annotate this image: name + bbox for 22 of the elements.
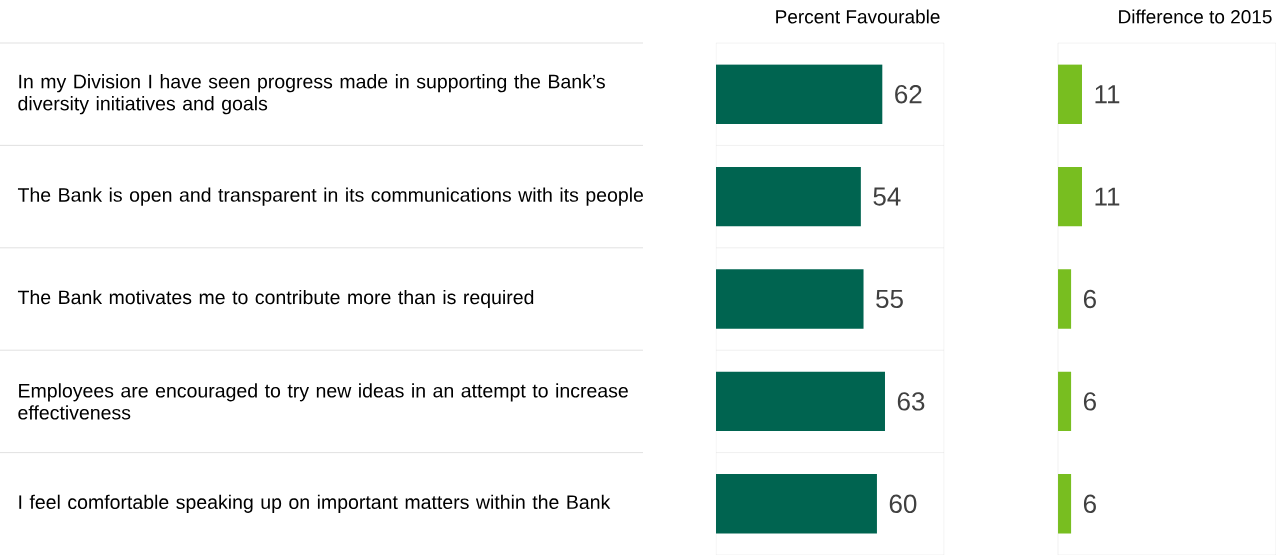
data-label: 6 [1083,289,1096,309]
data-label: 63 [897,392,925,411]
chart-title: Difference to 2015 [1119,9,1272,24]
bar [716,64,883,124]
data-label: 6 [1083,494,1096,514]
y-tick-label: The Bank is open and transparent in its communications with its people [17,187,644,206]
bar [716,166,861,227]
data-label: 55 [876,289,903,309]
data-label: 11 [1095,85,1120,104]
y-tick-label: The Bank motivates me to contribute more than is required [17,289,534,309]
y-tick-label: I feel comfortable speaking up on important matters within the Bank [19,494,611,513]
data-label: 6 [1083,392,1096,411]
data-label: 62 [895,85,922,104]
data-label: 11 [1095,187,1120,206]
chart-title: Percent Favourable [776,9,940,24]
y-tick-label: In my Division I have seen progress made in supporting the Bank’s diversity initiatives and goals [18,74,605,115]
bar [716,474,877,534]
y-tick-label: Employees are encouraged to try new ideas in an attempt to increase effectiveness [18,383,628,420]
data-label: 54 [873,187,901,206]
data-label: 60 [889,494,917,514]
bar [716,371,885,432]
bar [716,269,864,329]
